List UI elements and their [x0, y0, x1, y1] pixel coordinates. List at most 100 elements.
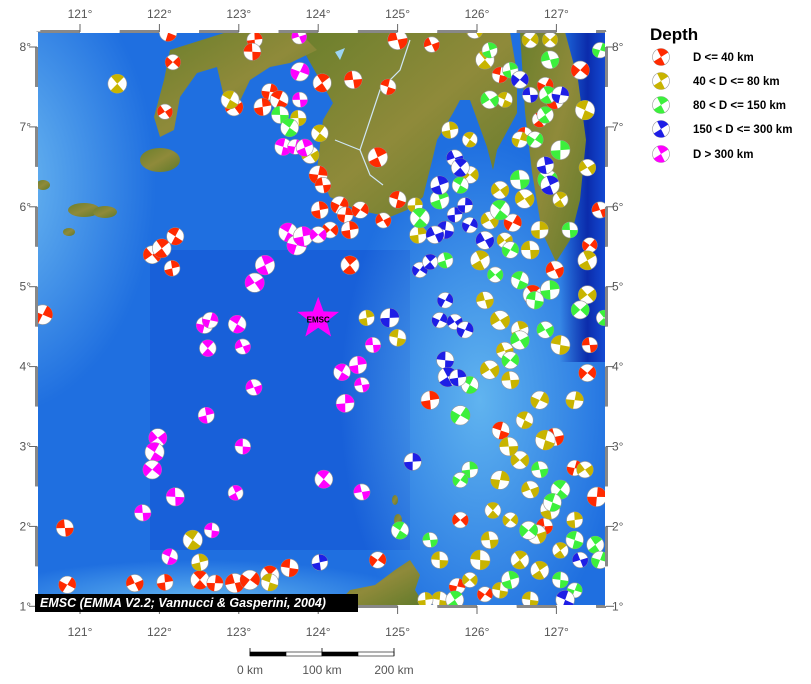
beachball-event-d150	[538, 86, 557, 104]
caption-box: EMSC (EMMA V2.2; Vannucci & Gasperini, 2…	[35, 594, 358, 612]
beachball-event-d80	[260, 573, 279, 592]
beachball-compression-quadrant	[539, 468, 549, 478]
beachball-compression-quadrant	[600, 208, 606, 218]
beachball-compression-quadrant	[288, 567, 299, 577]
beachball-compression-quadrant	[462, 574, 470, 585]
beachball-compression-quadrant	[545, 325, 554, 337]
legend-icon-d40	[652, 48, 670, 66]
beachball-compression-quadrant	[540, 94, 552, 104]
beachball-compression-quadrant	[267, 582, 278, 591]
beachball-compression-quadrant	[539, 221, 549, 230]
beachball-compression-quadrant	[653, 105, 665, 114]
beachball-event-d300	[457, 197, 474, 214]
beachball-event-d40	[581, 237, 598, 253]
beachball-compression-quadrant	[444, 229, 454, 239]
frame-band	[199, 30, 239, 33]
beachball-compression-quadrant	[198, 553, 209, 563]
beachball-compression-quadrant	[545, 261, 555, 274]
beachball-compression-quadrant	[517, 321, 529, 330]
top-lon-label: 124°	[306, 7, 331, 21]
beachball-compression-quadrant	[653, 57, 665, 66]
bottom-lon-label: 125°	[385, 625, 410, 639]
beachball-compression-quadrant	[164, 268, 174, 277]
beachball-compression-quadrant	[249, 572, 260, 586]
frame-band	[556, 605, 597, 608]
bottom-lon-label: 121°	[68, 625, 93, 639]
beachball-event-d40	[157, 103, 173, 120]
beachball-compression-quadrant	[510, 170, 520, 180]
beachball-compression-quadrant	[389, 308, 400, 318]
beachball-compression-quadrant	[516, 280, 528, 290]
beachball-compression-quadrant	[533, 119, 544, 128]
river	[334, 39, 411, 151]
beachball-compression-quadrant	[580, 557, 588, 568]
beachball-compression-quadrant	[487, 42, 498, 51]
right-lat-label: 4°	[612, 360, 624, 374]
beachball-event-d150	[489, 199, 511, 221]
beachball-compression-quadrant	[232, 485, 243, 493]
beachball-event-d150	[551, 571, 569, 589]
right-lat-label: 3°	[612, 440, 624, 454]
beachball-event-d150	[561, 221, 579, 239]
beachball-event-d40	[156, 573, 174, 591]
beachball-compression-quadrant	[566, 466, 575, 476]
beachball-compression-quadrant	[538, 114, 550, 124]
beachball-compression-quadrant	[510, 353, 519, 366]
scale-label-0: 0 km	[237, 663, 263, 677]
beachball-event-dgt300	[333, 363, 351, 381]
lake-lanao	[335, 48, 345, 60]
beachball-compression-quadrant	[377, 553, 387, 565]
beachball-event-dgt300	[292, 91, 308, 108]
beachball-compression-quadrant	[310, 150, 319, 162]
beachball-compression-quadrant	[657, 120, 669, 129]
beachball-compression-quadrant	[225, 573, 235, 586]
land-sulu-4	[63, 228, 75, 236]
beachball-compression-quadrant	[412, 265, 420, 277]
beachball-compression-quadrant	[380, 317, 390, 328]
frame-band	[35, 166, 38, 207]
beachball-compression-quadrant	[191, 562, 202, 571]
legend-icon-d150	[652, 96, 670, 114]
beachball-compression-quadrant	[510, 514, 518, 525]
beachball-event-dgt300	[234, 438, 251, 455]
beachball-event-d150	[271, 105, 290, 124]
beachball-event-d80	[578, 158, 597, 177]
beachball-compression-quadrant	[261, 573, 272, 583]
land-sulu-2	[93, 206, 117, 218]
beachball-event-d150	[280, 118, 299, 138]
beachball-event-d40	[164, 54, 181, 71]
beachball-event-d300	[475, 231, 495, 250]
beachball-event-d150	[445, 590, 465, 606]
beachball-compression-quadrant	[565, 399, 575, 409]
beachball-event-d150	[592, 42, 606, 59]
beachball-compression-quadrant	[134, 579, 144, 591]
top-lon-label: 126°	[465, 7, 490, 21]
beachball-compression-quadrant	[457, 369, 467, 378]
beachball-event-d40	[37, 304, 53, 325]
beachball-compression-quadrant	[657, 96, 669, 105]
beachball-compression-quadrant	[559, 579, 569, 589]
beachball-event-d80	[490, 470, 510, 490]
beachball-compression-quadrant	[487, 502, 499, 511]
beachball-compression-quadrant	[171, 236, 183, 245]
beachball-compression-quadrant	[530, 94, 538, 103]
beachball-compression-quadrant	[510, 453, 520, 466]
beachball-compression-quadrant	[519, 73, 529, 85]
beachball-event-dgt300	[227, 315, 247, 334]
beachball-compression-quadrant	[396, 337, 406, 347]
beachball-compression-quadrant	[229, 492, 239, 501]
beachball-event-d40	[591, 201, 606, 219]
beachball-event-d300	[456, 321, 474, 339]
beachball-compression-quadrant	[579, 260, 592, 270]
beachball-event-dgt300	[364, 336, 382, 354]
beachball-event-d150	[487, 266, 504, 283]
beachball-event-d150	[409, 207, 430, 229]
beachball-event-d80	[484, 502, 502, 519]
beachball-event-d80	[565, 391, 584, 410]
beachball-compression-quadrant	[560, 86, 569, 97]
beachball-compression-quadrant	[439, 559, 449, 569]
beachball-compression-quadrant	[544, 493, 556, 503]
beachball-event-d40	[570, 60, 590, 80]
beachball-compression-quadrant	[253, 384, 262, 395]
frame-band	[35, 32, 38, 47]
